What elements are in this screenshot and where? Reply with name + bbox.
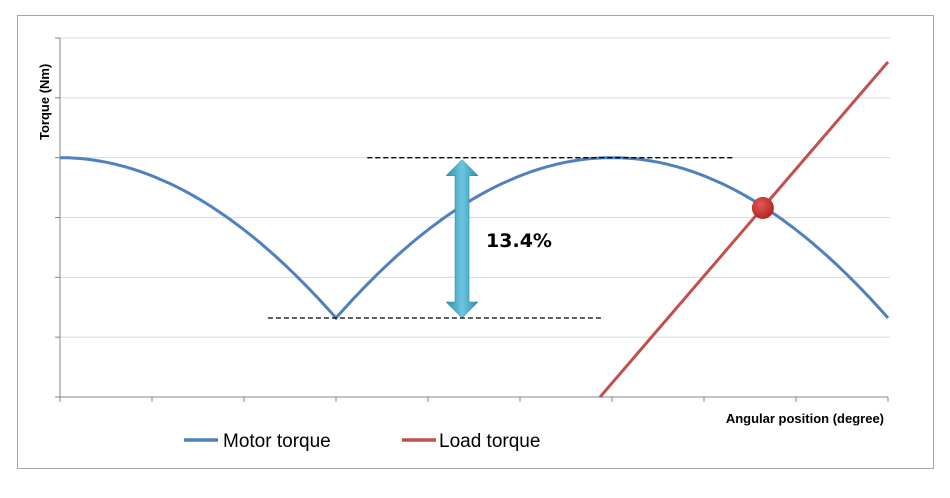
x-axis-label: Angular position (degree) [726, 411, 884, 426]
chart-frame [17, 15, 934, 469]
load-torque-line [598, 60, 890, 398]
legend-label-load: Load torque [439, 431, 540, 452]
legend-label-motor: Motor torque [223, 431, 331, 452]
motor-torque-line [60, 156, 890, 321]
ripple-double-arrow [445, 159, 479, 319]
ripple-percentage-label: 13.4% [486, 230, 552, 252]
legend: Motor torque Load torque [184, 431, 540, 452]
y-axis-label: Torque (Nm) [37, 64, 52, 140]
operating-point-marker [751, 196, 774, 219]
